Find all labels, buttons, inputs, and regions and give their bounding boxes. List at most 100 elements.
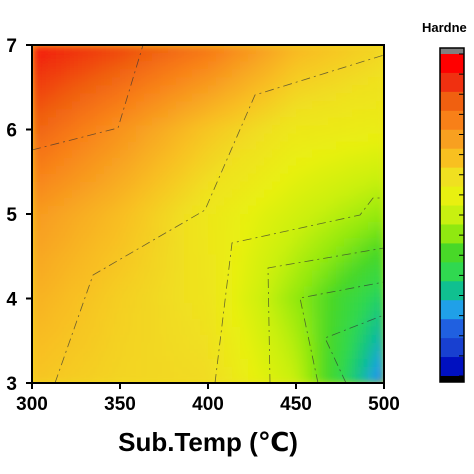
contour-cell — [144, 302, 153, 312]
contour-cell — [360, 270, 369, 279]
colorbar-segment — [440, 167, 464, 188]
contour-cell — [128, 222, 137, 231]
contour-cell — [56, 214, 65, 223]
contour-cell — [320, 358, 329, 368]
contour-cell — [344, 61, 353, 70]
contour-cell — [232, 45, 241, 54]
contour-cell — [200, 302, 209, 312]
contour-cell — [32, 85, 41, 94]
contour-cell — [96, 141, 105, 151]
contour-cell — [232, 326, 241, 336]
contour-cell — [256, 366, 265, 376]
contour-cell — [104, 197, 113, 207]
contour-cell — [40, 230, 49, 239]
contour-cell — [312, 109, 321, 119]
contour-cell — [336, 141, 345, 151]
contour-cell — [80, 101, 89, 110]
contour-cell — [104, 101, 113, 110]
contour-cell — [224, 45, 233, 54]
contour-cell — [72, 366, 81, 376]
contour-cell — [360, 205, 369, 215]
contour-cell — [48, 238, 57, 247]
contour-cell — [136, 189, 145, 199]
contour-cell — [144, 310, 153, 320]
contour-cell — [272, 302, 281, 312]
contour-cell — [152, 109, 161, 119]
contour-cell — [168, 254, 177, 263]
contour-cell — [112, 197, 121, 207]
contour-cell — [360, 181, 369, 191]
contour-cell — [64, 197, 73, 207]
contour-cell — [232, 197, 241, 207]
contour-cell — [208, 141, 217, 151]
contour-cell — [72, 93, 81, 102]
contour-cell — [264, 246, 273, 255]
contour-cell — [136, 197, 145, 207]
contour-cell — [264, 214, 273, 223]
contour-cell — [96, 270, 105, 279]
contour-cell — [352, 278, 361, 288]
contour-cell — [200, 342, 209, 352]
contour-cell — [208, 302, 217, 312]
contour-cell — [320, 61, 329, 70]
contour-cell — [168, 45, 177, 54]
contour-cell — [208, 125, 217, 135]
contour-cell — [144, 61, 153, 70]
contour-cell — [224, 141, 233, 151]
contour-cell — [112, 53, 121, 62]
contour-cell — [272, 181, 281, 191]
contour-cell — [312, 238, 321, 247]
contour-cell — [40, 246, 49, 255]
contour-cell — [48, 85, 57, 94]
contour-cell — [360, 302, 369, 312]
contour-cell — [120, 310, 129, 320]
contour-cell — [360, 45, 369, 54]
contour-cell — [152, 350, 161, 360]
contour-cell — [304, 45, 313, 54]
contour-cell — [224, 366, 233, 376]
contour-cell — [248, 85, 257, 94]
contour-cell — [328, 181, 337, 191]
contour-cell — [32, 165, 41, 175]
contour-cell — [248, 238, 257, 247]
contour-cell — [40, 77, 49, 86]
contour-cell — [112, 374, 121, 383]
contour-cell — [96, 278, 105, 288]
contour-cell — [160, 246, 169, 255]
contour-cell — [152, 302, 161, 312]
contour-cell — [104, 93, 113, 102]
contour-cell — [32, 270, 41, 279]
contour-cell — [224, 310, 233, 320]
contour-line-2 — [54, 54, 384, 383]
contour-cell — [176, 117, 185, 127]
contour-cell — [256, 61, 265, 70]
contour-cell — [152, 222, 161, 231]
contour-cell — [256, 214, 265, 223]
contour-cell — [344, 366, 353, 376]
contour-cell — [112, 350, 121, 360]
contour-cell — [376, 133, 384, 143]
contour-cell — [120, 230, 129, 239]
contour-cell — [304, 93, 313, 102]
contour-cell — [208, 45, 217, 54]
contour-cell — [32, 342, 41, 352]
contour-cell — [112, 334, 121, 344]
contour-cell — [64, 125, 73, 135]
contour-cell — [48, 286, 57, 296]
contour-cell — [104, 230, 113, 239]
contour-cell — [128, 85, 137, 94]
contour-cell — [280, 157, 289, 167]
contour-cell — [56, 61, 65, 70]
contour-cell — [264, 254, 273, 263]
contour-cell — [352, 165, 361, 175]
contour-cell — [184, 117, 193, 127]
contour-cell — [368, 230, 377, 239]
contour-cell — [96, 205, 105, 215]
contour-cell — [216, 173, 225, 183]
contour-cell — [80, 326, 89, 336]
contour-cell — [336, 270, 345, 279]
contour-cell — [328, 101, 337, 110]
contour-cell — [224, 246, 233, 255]
contour-cell — [320, 77, 329, 86]
